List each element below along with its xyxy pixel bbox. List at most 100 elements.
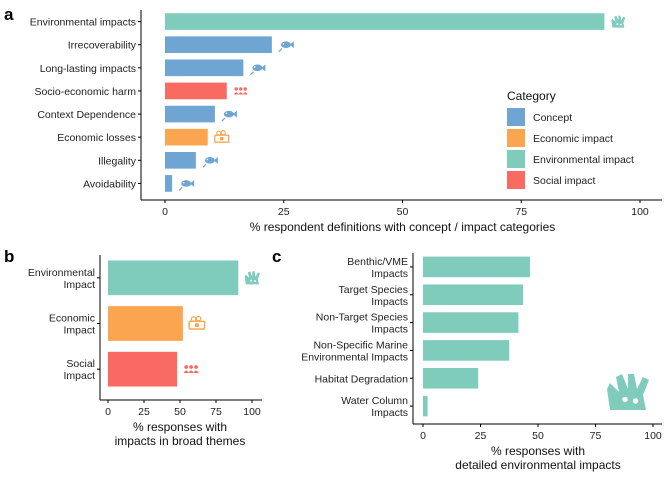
legend-title: Category <box>507 89 556 103</box>
fish-body <box>204 157 215 164</box>
fish-icon <box>178 179 195 191</box>
legend-swatch <box>507 171 525 189</box>
fish-eye <box>206 158 209 161</box>
y-tick-label: Socio-economic harm <box>34 86 136 98</box>
fish-body <box>252 64 263 72</box>
y-tick-label: Social Impact <box>63 358 95 382</box>
legend-label: Concept <box>533 112 572 124</box>
bar <box>165 128 208 146</box>
y-tick-label: Avoidability <box>83 178 137 190</box>
fish-line <box>249 71 254 76</box>
bar <box>165 13 605 30</box>
x-tick-label: 75 <box>590 430 602 442</box>
fish-eye <box>282 43 285 45</box>
x-axis-title: % responses with impacts in broad themes <box>115 420 246 448</box>
x-tick-label: 50 <box>397 206 409 218</box>
y-tick-label: Environmental impacts <box>30 17 136 29</box>
fish-tail <box>190 179 195 187</box>
person-head <box>189 365 193 369</box>
person-head <box>234 87 238 91</box>
fish-line <box>221 117 226 122</box>
y-tick-label: Non-Specific Marine Environmental Impacts <box>301 339 408 363</box>
fish-icon <box>202 156 218 168</box>
x-axis-title: % responses with detailed environmental i… <box>455 444 620 472</box>
bar <box>423 367 479 389</box>
money-note <box>214 134 230 143</box>
person-body <box>233 92 239 95</box>
panel-c: 0 25 50 75 100 Benthic/VME Impacts Target Speci… <box>301 253 662 472</box>
fish-tail <box>213 156 218 164</box>
bar <box>423 256 530 278</box>
fish-eye <box>225 112 228 115</box>
panel-label-b: b <box>4 247 14 266</box>
y-tick-label: Environmental Impact <box>28 267 95 291</box>
panel-b: 0 25 50 75 100 Environmental Impact Economic Imp… <box>28 255 262 448</box>
person-body <box>238 92 244 95</box>
fish-eye <box>254 66 256 68</box>
y-tick-label: Irrecoverability <box>68 40 137 52</box>
y-tick-label: Long-lasting impacts <box>40 63 136 75</box>
x-tick-label: 75 <box>210 406 222 418</box>
x-tick-label: 100 <box>243 406 261 418</box>
money-icon <box>214 130 230 143</box>
y-tick-label: Water Column Impacts <box>341 395 408 419</box>
bar <box>165 175 173 192</box>
coin <box>220 130 226 136</box>
panel-label-c: c <box>272 247 281 266</box>
legend-swatch <box>507 150 525 168</box>
bar <box>165 36 272 54</box>
x-tick-label: 25 <box>138 406 150 418</box>
coral-shape <box>611 15 626 28</box>
fish-icon <box>278 41 294 53</box>
x-tick-label: 25 <box>278 206 290 218</box>
person-body <box>242 92 248 95</box>
coral-dot <box>250 279 253 282</box>
y-tick-label: Economic losses <box>57 132 136 144</box>
coral-shape <box>607 374 649 410</box>
money-center <box>194 323 199 328</box>
money-icon <box>188 315 206 330</box>
bar <box>165 59 244 77</box>
money-note <box>188 320 206 330</box>
bar <box>108 260 239 296</box>
bar <box>108 306 183 341</box>
legend-swatch <box>507 129 525 147</box>
coral-dot <box>622 396 628 403</box>
person-head <box>239 87 243 91</box>
legend-label: Economic impact <box>533 133 613 145</box>
coral-icon <box>611 15 626 28</box>
legend: Category Concept Economic impact Environmen… <box>507 89 634 189</box>
x-tick-label: 100 <box>644 430 662 442</box>
fish-line <box>178 187 183 191</box>
coral-dot <box>616 23 619 25</box>
y-tick-label: Target Species Impacts <box>339 284 408 308</box>
bar <box>165 82 227 100</box>
coral-dot <box>632 398 639 404</box>
people-icon <box>183 365 199 374</box>
fish-tail <box>289 41 294 49</box>
coin <box>195 315 202 322</box>
y-tick-label: Benthic/VME Impacts <box>347 256 408 280</box>
panel-a: 0 25 50 75 100 Environmental impacts Irrecover… <box>30 10 662 234</box>
x-tick-label: 25 <box>475 430 487 442</box>
coral-shape <box>244 271 261 285</box>
panel-label-a: a <box>4 5 14 24</box>
bar <box>423 395 428 417</box>
person-body <box>183 370 189 374</box>
person-body <box>188 370 194 374</box>
y-tick-label: Economic Impact <box>49 313 95 337</box>
coral-dot <box>254 280 257 283</box>
legend-label: Social impact <box>533 175 596 187</box>
fish-line <box>202 163 207 168</box>
x-tick-label: 75 <box>515 206 527 218</box>
fish-body <box>223 110 234 118</box>
y-tick-label: Habitat Degradation <box>315 373 409 385</box>
y-tick-label: Non-Target Species Impacts <box>316 312 408 336</box>
fish-body <box>280 41 291 48</box>
person-head <box>194 365 198 369</box>
money-center <box>219 136 224 141</box>
fish-body <box>181 180 192 187</box>
coral-icon <box>244 271 261 285</box>
fish-icon <box>221 110 237 122</box>
